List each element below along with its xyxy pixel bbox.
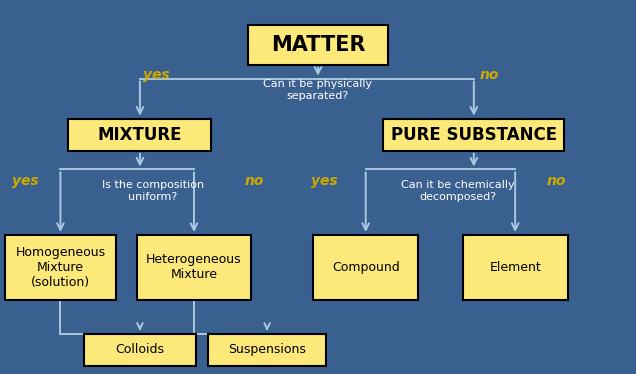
Text: no: no: [480, 68, 499, 82]
Text: yes: yes: [142, 68, 169, 82]
Text: no: no: [245, 174, 264, 188]
FancyBboxPatch shape: [5, 235, 116, 300]
FancyBboxPatch shape: [383, 119, 565, 151]
Text: Compound: Compound: [332, 261, 399, 274]
Text: Can it be chemically
decomposed?: Can it be chemically decomposed?: [401, 180, 515, 202]
FancyBboxPatch shape: [463, 235, 568, 300]
Text: Can it be physically
separated?: Can it be physically separated?: [263, 79, 373, 101]
FancyBboxPatch shape: [137, 235, 251, 300]
FancyBboxPatch shape: [209, 334, 326, 366]
Text: Heterogeneous
Mixture: Heterogeneous Mixture: [146, 254, 242, 281]
Text: Element: Element: [489, 261, 541, 274]
FancyBboxPatch shape: [313, 235, 418, 300]
Text: PURE SUBSTANCE: PURE SUBSTANCE: [391, 126, 557, 144]
FancyBboxPatch shape: [248, 25, 388, 64]
FancyBboxPatch shape: [85, 334, 196, 366]
Text: MATTER: MATTER: [271, 35, 365, 55]
Text: Is the composition
uniform?: Is the composition uniform?: [102, 180, 204, 202]
Text: MIXTURE: MIXTURE: [98, 126, 182, 144]
Text: yes: yes: [12, 174, 39, 188]
Text: yes: yes: [311, 174, 338, 188]
Text: Suspensions: Suspensions: [228, 343, 306, 356]
Text: Colloids: Colloids: [115, 343, 165, 356]
Text: no: no: [547, 174, 566, 188]
FancyBboxPatch shape: [69, 119, 211, 151]
Text: Homogeneous
Mixture
(solution): Homogeneous Mixture (solution): [15, 246, 106, 289]
